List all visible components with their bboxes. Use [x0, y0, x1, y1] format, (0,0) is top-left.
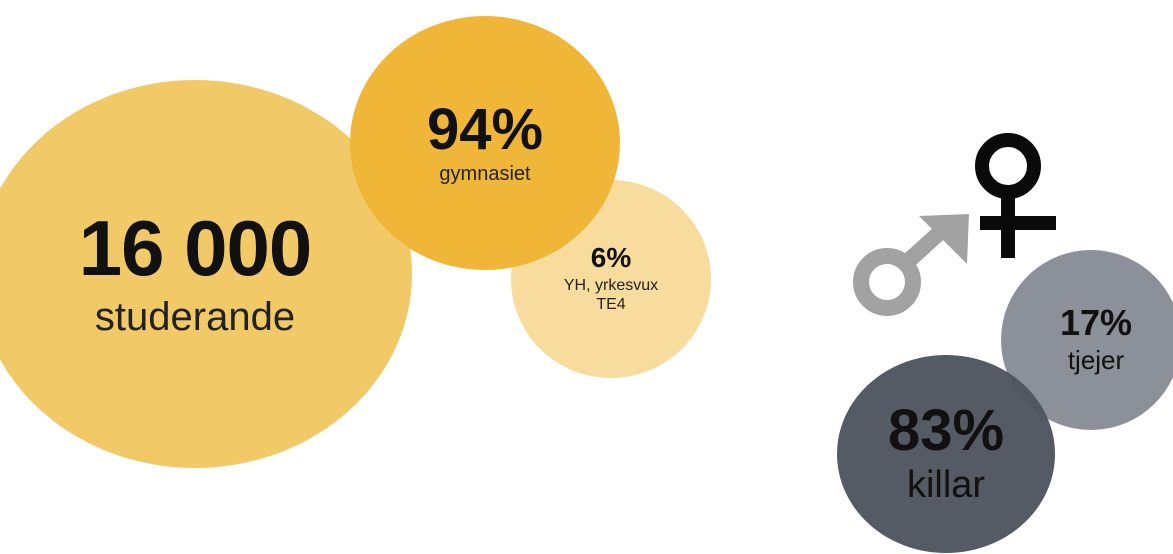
tjejer-label: tjejer	[1067, 344, 1125, 375]
yh-label: YH, yrkesvux TE4	[564, 276, 658, 314]
yh-value: 6%	[590, 241, 632, 273]
students-value: 16 000	[78, 204, 313, 292]
gymnasiet-label: gymnasiet	[439, 162, 531, 185]
students-bubble: 16 000 studerande	[0, 80, 412, 468]
yh-label-line2: TE4	[596, 296, 626, 313]
tjejer-value: 17%	[1059, 301, 1133, 343]
killar-label: killar	[906, 463, 986, 506]
male-symbol-icon	[853, 214, 969, 316]
killar-bubble: 83% killar	[837, 355, 1055, 553]
female-symbol-icon	[975, 133, 1056, 258]
students-label: studerande	[94, 295, 296, 339]
killar-value: 83%	[887, 397, 1005, 463]
gymnasiet-bubble: 94% gymnasiet	[350, 16, 620, 270]
yh-label-line1: YH, yrkesvux	[563, 276, 659, 294]
gymnasiet-value: 94%	[426, 96, 544, 162]
